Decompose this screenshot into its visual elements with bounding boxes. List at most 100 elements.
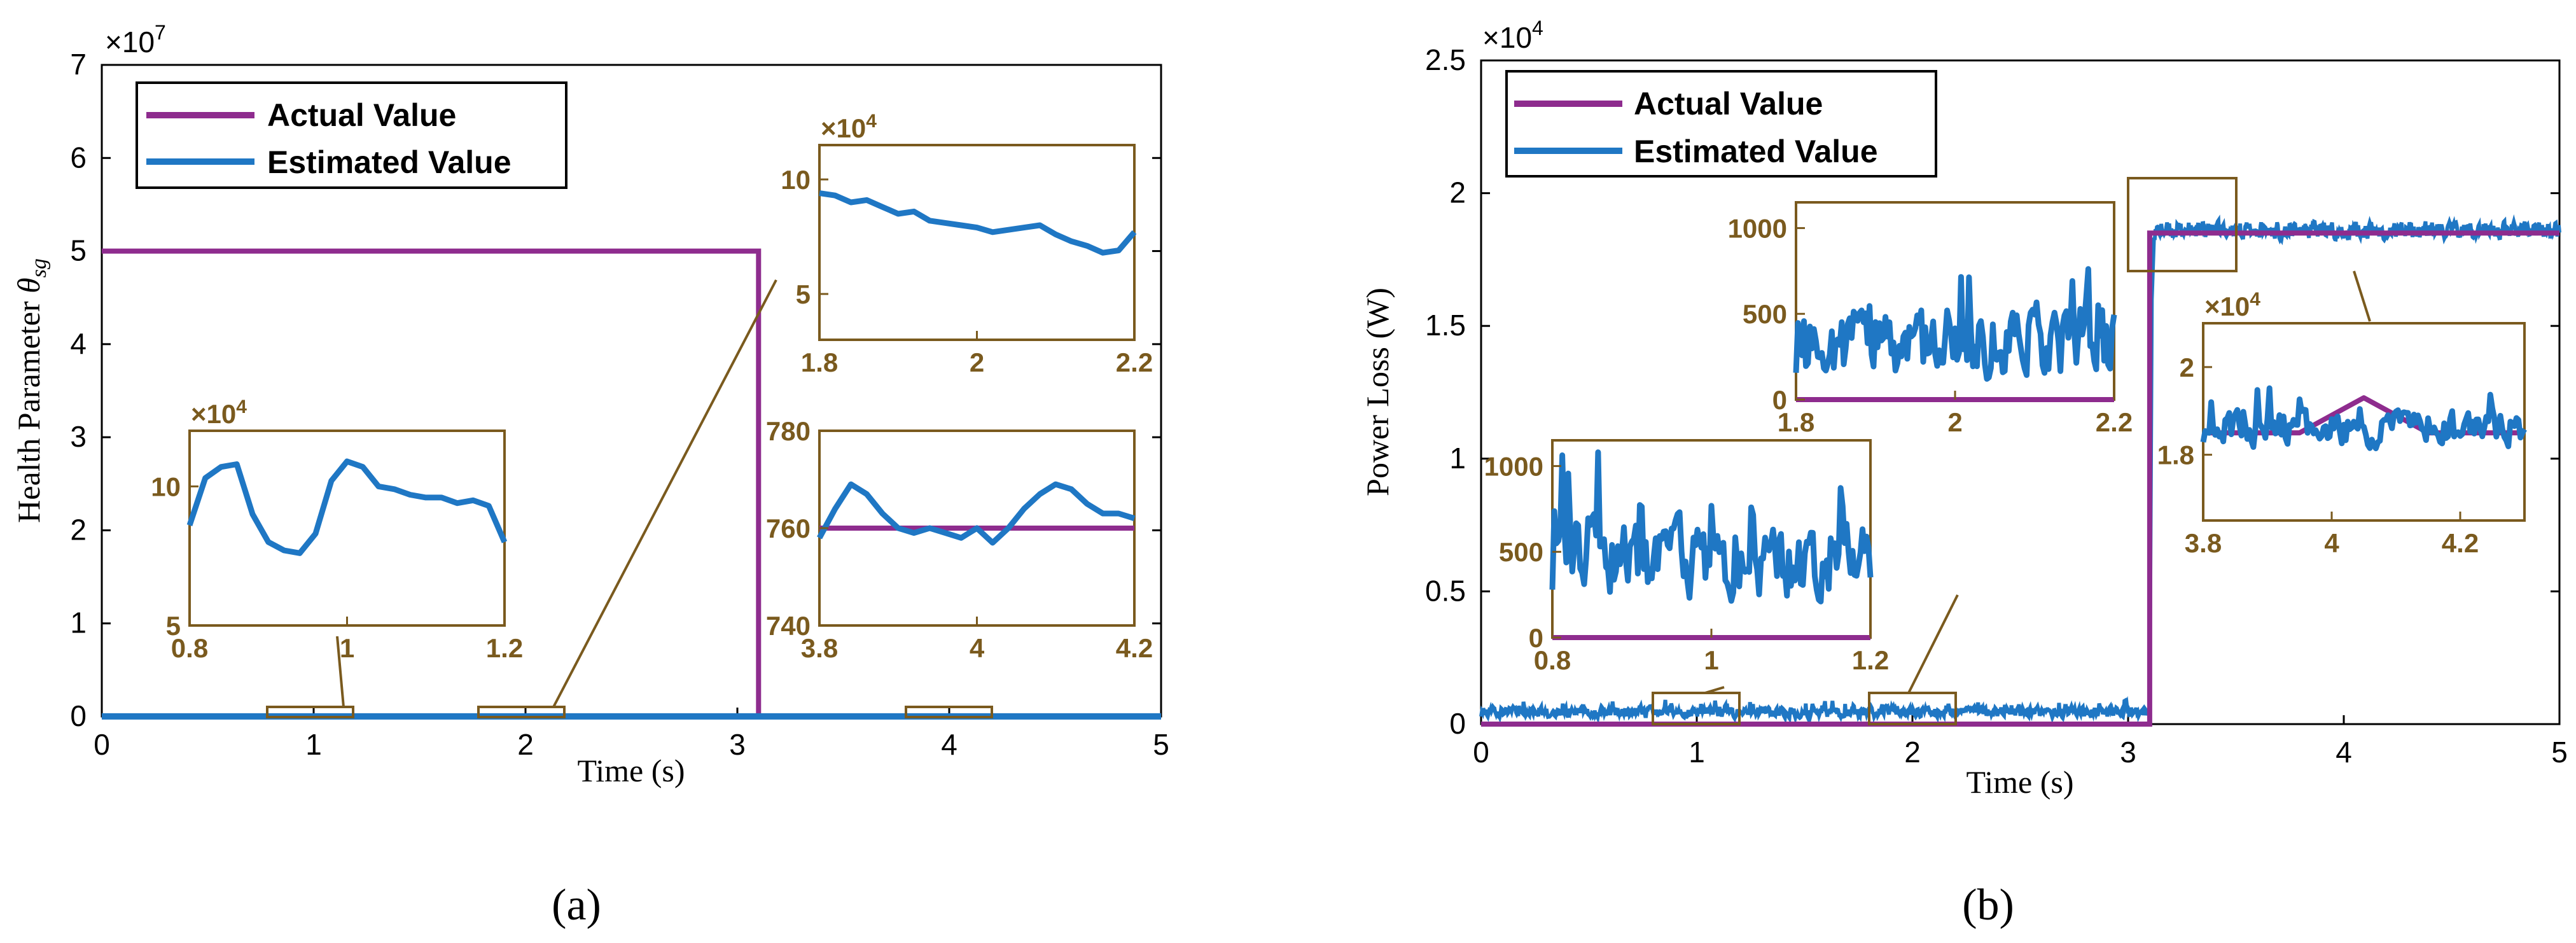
inset-a2-exponent: ×104 — [821, 111, 877, 143]
inset-a2-xtick-label-1: 2 — [970, 347, 984, 377]
a-ytick-label-3: 3 — [70, 420, 87, 453]
b-zoom-connector-1 — [1704, 686, 1725, 694]
panel-b: 0 1 2 3 4 5 0 0.5 1 1.5 2 2.5 ×104 Time (s) Power … — [1360, 17, 2568, 930]
a-zoom-box-1 — [266, 706, 354, 718]
b-xtick-labels: 0 1 2 3 4 5 — [1473, 715, 2568, 769]
inset-a3-xtick-label-2: 4.2 — [1116, 633, 1153, 663]
b-xtick-label-3: 3 — [2120, 736, 2136, 769]
inset-b1-ytick-label-0: 0 — [1529, 623, 1543, 653]
a-xtick-label-0: 0 — [94, 728, 110, 761]
a-zoom-connector-2 — [552, 279, 777, 708]
a-zoom-connector-1 — [336, 636, 345, 708]
inset-a2-xtick-label-0: 1.8 — [801, 347, 838, 377]
inset-a2-estimated-line — [819, 190, 1137, 256]
b-zoom-box-1 — [1652, 692, 1741, 725]
panel-a: 0 1 2 3 4 5 0 1 2 3 4 5 6 7 ×107 Time (s) Health Par… — [11, 21, 1169, 930]
inset-a1-estimated-line — [186, 458, 508, 556]
inset-a1: 0.8 1 1.2 5 10 ×104 — [151, 396, 523, 663]
inset-b2-xtick-label-0: 1.8 — [1778, 407, 1814, 437]
a-legend-estimated: Estimated Value — [267, 144, 512, 180]
inset-b3-xtick-label-0: 3.8 — [2185, 528, 2222, 558]
inset-b3-ytick-label-0: 1.8 — [2157, 440, 2194, 470]
inset-a3-estimated-line — [817, 481, 1136, 546]
inset-b1-ytick-label-1: 500 — [1499, 537, 1543, 567]
b-zoom-connector-2 — [1907, 594, 1959, 694]
b-zoom-box-2 — [1868, 692, 1957, 725]
b-exponent: ×104 — [1482, 17, 1543, 54]
a-ytick-label-2: 2 — [70, 513, 87, 546]
inset-a1-xtick-label-2: 1.2 — [486, 633, 523, 663]
a-ytick-labels: 0 1 2 3 4 5 6 7 — [70, 48, 1161, 732]
inset-b2-estimated-line — [1793, 266, 2117, 382]
b-legend: Actual Value Estimated Value — [1505, 70, 1937, 178]
a-xtick-label-2: 2 — [517, 728, 534, 761]
b-xtick-label-4: 4 — [2336, 736, 2352, 769]
a-exponent: ×107 — [105, 21, 166, 59]
inset-a3-xtick-label-1: 4 — [970, 633, 985, 663]
inset-b1-xtick-label-1: 1 — [1704, 645, 1718, 675]
inset-a3-ytick-label-0: 740 — [766, 611, 811, 641]
inset-a3-ytick-label-1: 760 — [766, 513, 811, 543]
inset-b3: 3.8 4 4.2 1.8 2 ×104 — [2157, 289, 2527, 558]
inset-a2-xtick-label-2: 2.2 — [1116, 347, 1153, 377]
b-panel-label: (b) — [1962, 881, 2014, 930]
inset-a3: 3.8 4 4.2 740 760 780 — [766, 416, 1153, 663]
inset-b2-xtick-label-2: 2.2 — [2096, 407, 2133, 437]
a-xtick-label-5: 5 — [1153, 728, 1169, 761]
b-zoom-box-3 — [2127, 177, 2238, 272]
inset-b3-xtick-label-2: 4.2 — [2442, 528, 2479, 558]
inset-a2-frame — [818, 144, 1136, 341]
a-zoom-box-3 — [905, 706, 993, 718]
b-ytick-labels: 0 0.5 1 1.5 2 2.5 — [1425, 43, 2559, 740]
inset-b1-xtick-label-0: 0.8 — [1534, 645, 1571, 675]
inset-b2-ytick-label-0: 0 — [1772, 385, 1787, 415]
a-ytick-label-1: 1 — [70, 606, 87, 639]
inset-a2-ytick-label-0: 5 — [796, 279, 811, 309]
b-ytick-label-4: 2 — [1449, 176, 1466, 209]
inset-b2: 1.8 2 2.2 0 500 1000 — [1728, 201, 2133, 437]
inset-a1-ytick-label-0: 5 — [166, 611, 181, 641]
b-ytick-label-1: 0.5 — [1425, 574, 1466, 607]
a-zoom-box-2 — [477, 706, 566, 718]
a-ytick-label-0: 0 — [70, 699, 87, 732]
b-xtick-label-5: 5 — [2551, 736, 2568, 769]
b-ytick-label-0: 0 — [1449, 707, 1466, 740]
a-ytick-label-4: 4 — [70, 327, 87, 360]
inset-b3-ytick-label-1: 2 — [2180, 353, 2194, 382]
inset-b3-xtick-label-1: 4 — [2324, 528, 2339, 558]
a-ytick-label-7: 7 — [70, 48, 87, 81]
inset-a1-xtick-label-0: 0.8 — [171, 633, 208, 663]
inset-b1-estimated-line — [1549, 449, 1874, 604]
b-xtick-label-2: 2 — [1904, 736, 1921, 769]
a-legend-actual: Actual Value — [267, 97, 456, 133]
b-series-estimated-line — [1479, 214, 2561, 725]
a-xtick-label-3: 3 — [729, 728, 746, 761]
b-xlabel: Time (s) — [1966, 764, 2073, 800]
b-zoom-connector-3 — [2353, 270, 2371, 322]
inset-b3-exponent: ×104 — [2204, 289, 2260, 321]
b-series-actual-line — [1481, 230, 2559, 727]
b-ytick-label-3: 1.5 — [1425, 309, 1466, 342]
b-xtick-label-0: 0 — [1473, 736, 1489, 769]
inset-b2-xtick-label-1: 2 — [1947, 407, 1962, 437]
inset-a2: 1.8 2 2.2 5 10 ×104 — [781, 111, 1153, 377]
a-xtick-label-1: 1 — [305, 728, 322, 761]
inset-b1: 0.8 1 1.2 0 500 1000 — [1484, 439, 1889, 675]
b-legend-actual: Actual Value — [1634, 86, 1823, 122]
a-ylabel: Health Parameter θsg — [11, 258, 51, 523]
a-xtick-label-4: 4 — [941, 728, 957, 761]
inset-a2-ytick-label-1: 10 — [781, 165, 811, 195]
b-ylabel: Power Loss (W) — [1360, 288, 1395, 496]
inset-b2-frame — [1795, 201, 2115, 401]
a-ytick-label-5: 5 — [70, 234, 87, 267]
inset-b2-ytick-label-1: 500 — [1743, 299, 1787, 329]
a-legend: Actual Value Estimated Value — [136, 81, 567, 189]
inset-a3-xtick-label-0: 3.8 — [801, 633, 838, 663]
a-panel-label: (a) — [552, 881, 601, 930]
inset-a3-ytick-label-2: 780 — [766, 416, 811, 446]
inset-b1-xtick-label-2: 1.2 — [1852, 645, 1889, 675]
b-xtick-label-1: 1 — [1688, 736, 1705, 769]
inset-a1-exponent: ×104 — [191, 396, 247, 429]
inset-b1-ytick-label-2: 1000 — [1484, 451, 1543, 481]
